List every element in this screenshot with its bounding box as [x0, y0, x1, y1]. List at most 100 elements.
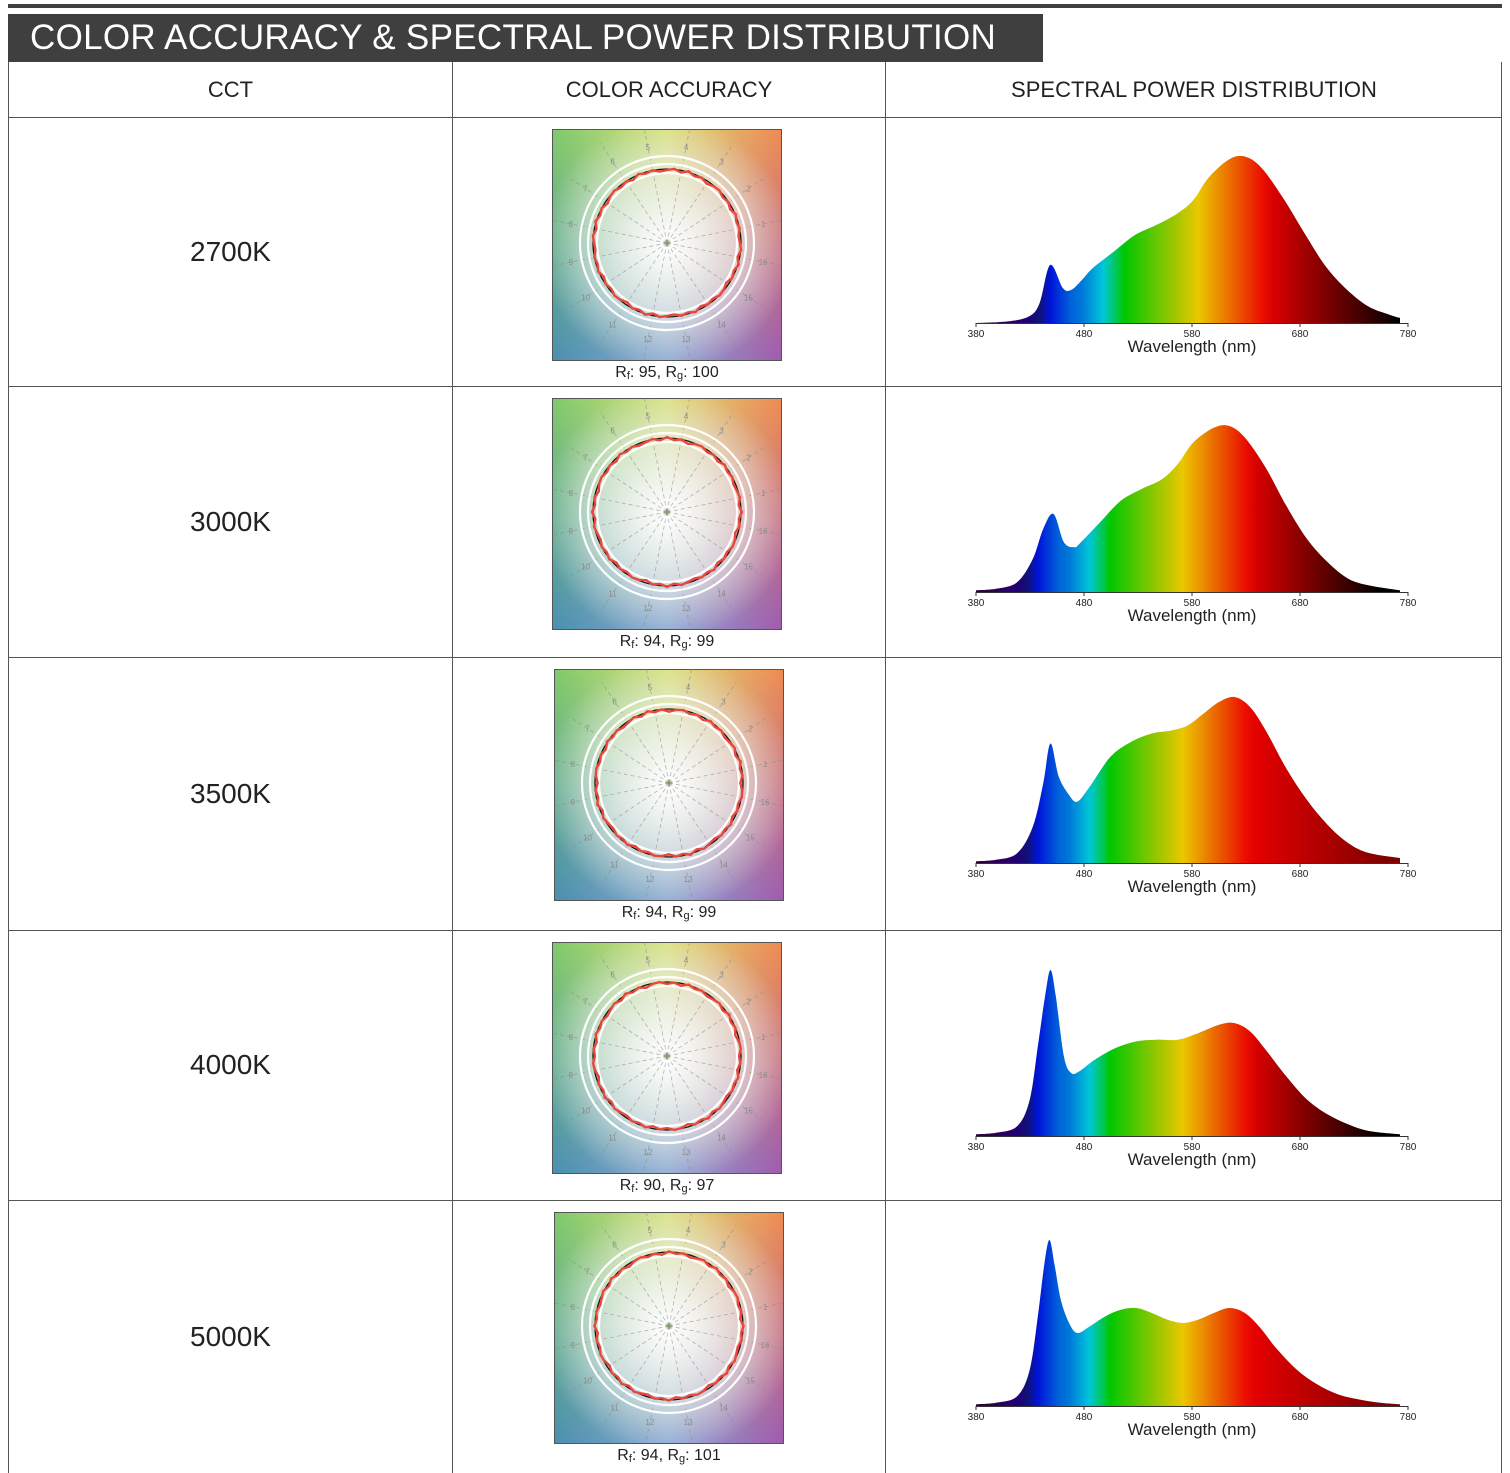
reference-gamut [592, 981, 742, 1131]
hue-bin-number: 7 [583, 454, 588, 463]
rf-prefix: R [615, 364, 627, 381]
top-rule [8, 4, 1502, 8]
hue-bin-number: 4 [684, 956, 689, 965]
hue-bin-spoke [666, 511, 785, 536]
rf-subscript: f [628, 1453, 632, 1465]
label-separator: , [656, 364, 666, 381]
cct-value: 4000K [190, 1049, 271, 1080]
color-vector-graphic: 1 2 3 4 5 6 7 8 9 10 11 12 13 14 15 16 [549, 125, 785, 361]
hue-bin-spoke [549, 219, 668, 244]
reference-ring [597, 1254, 741, 1398]
hue-bin-spoke [643, 242, 668, 361]
rg-prefix: R [669, 633, 682, 650]
hue-bin-spoke [551, 759, 670, 784]
row-divider [8, 930, 1502, 931]
rg-prefix: R [671, 904, 684, 921]
hue-bin-number: 14 [717, 589, 726, 598]
x-tick-label: 380 [968, 1412, 985, 1423]
x-tick-label: 480 [1076, 869, 1093, 880]
hue-bin-number: 5 [646, 412, 651, 421]
hue-bin-number: 9 [569, 1071, 574, 1080]
hue-bin-spoke [549, 1032, 668, 1057]
spd-chart: 380 480 580 680 780 Wavelength (nm) [960, 950, 1430, 1190]
hue-bin-number: 7 [585, 725, 590, 734]
hue-bin-number: 16 [761, 1341, 770, 1350]
reference-ring [595, 171, 739, 315]
hue-bin-spoke [668, 665, 693, 784]
spec-table [8, 62, 1502, 1473]
spd-chart: 380 480 580 680 780 Wavelength (nm) [960, 406, 1430, 646]
rf-value: : 94 [631, 1447, 659, 1464]
x-tick-label: 680 [1292, 598, 1309, 609]
reference-ring [595, 440, 739, 584]
cct-value: 2700K [190, 235, 271, 267]
rg-prefix: R [665, 364, 678, 381]
x-tick-label: 480 [1076, 329, 1093, 340]
column-divider [885, 62, 886, 1473]
hue-bin-spoke [643, 938, 668, 1057]
hue-bin-number: 2 [748, 1268, 753, 1277]
hue-bin-number: 1 [761, 489, 766, 498]
rf-subscript: f [631, 639, 635, 651]
hue-bin-number: 15 [746, 833, 755, 842]
hue-bin-number: 1 [763, 1303, 768, 1312]
cct-value: 5000K [190, 1320, 271, 1352]
x-tick-label: 780 [1400, 329, 1417, 340]
hue-bin-number: 6 [610, 427, 615, 436]
spd-chart-svg: 380 480 580 680 780 Wavelength (nm) [968, 970, 1417, 1169]
cct-value: 3000K [190, 505, 271, 537]
section-title-bar: COLOR ACCURACY & SPECTRAL POWER DISTRIBU… [8, 14, 1043, 62]
color-vector-graphic: 1 2 3 4 5 6 7 8 9 10 11 12 13 14 15 16 [551, 665, 787, 901]
hue-bin-number: 15 [744, 1106, 753, 1115]
hue-bin-number: 8 [569, 220, 574, 229]
hue-bin-number: 6 [612, 698, 617, 707]
spd-chart: 380 480 580 680 780 Wavelength (nm) [960, 137, 1430, 377]
reference-ring [586, 431, 748, 593]
reference-ring [595, 984, 739, 1128]
rg-subscript: g [679, 1453, 686, 1465]
test-gamut [594, 708, 744, 858]
label-separator: , [663, 904, 672, 921]
x-axis-title: Wavelength (nm) [1128, 606, 1257, 625]
column-divider [452, 62, 453, 1473]
x-tick-label: 380 [968, 1142, 985, 1153]
x-tick-label: 480 [1076, 598, 1093, 609]
header-color-accuracy: COLOR ACCURACY [565, 77, 773, 102]
x-tick-label: 580 [1184, 1142, 1201, 1153]
hue-bin-spoke [645, 1208, 670, 1327]
rg-value: : 101 [685, 1447, 721, 1464]
x-tick-label: 580 [1184, 869, 1201, 880]
hue-bin-number: 1 [763, 760, 768, 769]
hue-bin-number: 5 [646, 143, 651, 152]
x-tick-label: 680 [1292, 329, 1309, 340]
rg-value: : 99 [689, 904, 717, 921]
x-tick-label: 680 [1292, 1412, 1309, 1423]
spd-area [976, 696, 1400, 863]
hue-bin-number: 11 [610, 1403, 619, 1412]
rf-value: : 90 [634, 1177, 662, 1194]
hue-bin-spoke [643, 125, 668, 244]
x-tick-label: 780 [1400, 1142, 1417, 1153]
hue-bin-number: 2 [746, 454, 751, 463]
hue-bin-number: 9 [571, 1341, 576, 1350]
hue-bin-number: 15 [746, 1376, 755, 1385]
x-axis-title: Wavelength (nm) [1128, 1420, 1257, 1439]
hue-bin-number: 12 [645, 1418, 654, 1427]
hue-bin-spoke [668, 782, 787, 807]
rg-subscript: g [683, 910, 690, 922]
rf-value: : 95 [629, 364, 657, 381]
reference-ring [578, 154, 756, 332]
hue-bin-number: 16 [759, 1071, 768, 1080]
hue-bin-spoke [668, 1325, 787, 1350]
hue-bin-spoke [668, 1302, 787, 1327]
hue-bin-number: 9 [569, 258, 574, 267]
hue-bin-spoke [668, 782, 693, 901]
reference-ring [597, 711, 741, 855]
label-separator: , [661, 633, 670, 650]
rf-subscript: f [626, 370, 630, 382]
hue-bin-number: 8 [571, 760, 576, 769]
